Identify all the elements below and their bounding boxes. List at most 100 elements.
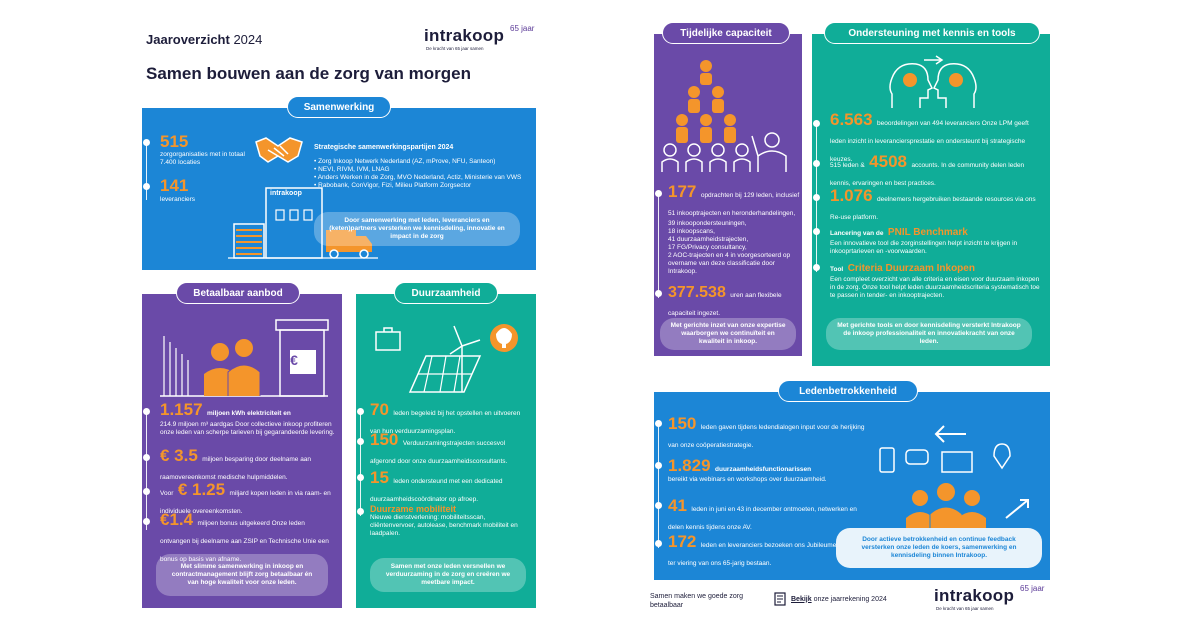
stat-energy: 1.157 miljoen kWh elektriciteit en 214.9…: [160, 400, 335, 437]
document-icon: [774, 592, 786, 606]
timeline-dot: [813, 228, 820, 235]
handshake-icon: [255, 137, 303, 163]
timeline-dot: [357, 508, 364, 515]
timeline-dot: [655, 420, 662, 427]
section-title-ondersteuning: Ondersteuning met kennis en tools: [824, 22, 1040, 44]
euro-sign: €: [290, 352, 298, 368]
logo-jaar: 65 jaar: [1020, 584, 1045, 593]
assignments-list: 39 inkoopondersteuningen, 18 inkoopscans…: [668, 220, 800, 276]
capaciteit-callout: Met gerichte inzet van onze expertise wa…: [660, 318, 796, 350]
stat-plans: 70 leden begeleid bij het opstellen en u…: [370, 400, 530, 438]
stat-reviews-number: 6.563: [830, 110, 873, 129]
logo-tagline: De kracht van 65 jaar samen: [936, 606, 994, 611]
report-year-value: 2024: [233, 32, 263, 47]
stat-purchase: Voor € 1.25 miljard kopen leden in via r…: [160, 480, 335, 518]
timeline-dot: [813, 120, 820, 127]
annual-accounts-link[interactable]: Bekijk onze jaarrekening 2024: [774, 592, 887, 606]
stat-energy-number: 1.157: [160, 400, 203, 419]
stat-officers-title: duurzaamheidsfunctionarissen: [715, 466, 812, 473]
intrakoop-logo-footer: intrakoop 65 jaar De kracht van 65 jaar …: [934, 584, 1052, 616]
tool-criteria-pre: Tool: [830, 266, 844, 273]
solar-wind-icon: [375, 324, 518, 393]
community-feedback-icon: [879, 425, 1029, 541]
timeline-dot: [813, 264, 820, 271]
stat-reuse-number: 1.076: [830, 186, 873, 205]
stat-dialogues-text: leden gaven tijdens ledendialogen input …: [668, 424, 865, 449]
tool-pnil-title: PNIL Benchmark: [887, 227, 968, 238]
partner-item: • Zorg Inkoop Netwerk Nederland (AZ, mPr…: [314, 158, 496, 165]
tool-pnil-pre: Lancering van de: [830, 230, 884, 237]
stat-assignments: 177 opdrachten bij 129 leden, inclusief …: [668, 182, 800, 276]
timeline-dot: [655, 290, 662, 297]
partner-item: • NEVI, RIVM, IVM, LNAG: [314, 166, 390, 173]
stat-suppliers: 141: [160, 176, 189, 195]
panel-ledenbetrokkenheid: Ledenbetrokkenheid 150 leden gaven tijde…: [654, 380, 1050, 580]
tool-criteria: Tool Criteria Duurzaam Inkopen Een compl…: [830, 258, 1042, 300]
timeline-dot: [357, 438, 364, 445]
stat-bonus: €1.4 miljoen bonus uitgekeerd Onze leden…: [160, 510, 335, 566]
stat-mobility: Duurzame mobiliteit Nieuwe dienstverleni…: [370, 504, 530, 538]
stat-accounts-pre: 515 leden &: [830, 162, 865, 169]
logo-word: intrakoop: [934, 586, 1015, 605]
timeline-dot: [813, 194, 820, 201]
stat-hours-number: 377.538: [668, 284, 726, 301]
warehouse-truck-icon: [228, 187, 378, 259]
stat-trajects-number: 150: [370, 430, 399, 449]
stat-plans-text: leden begeleid bij het opstellen en uitv…: [370, 410, 521, 435]
panel-ondersteuning: Ondersteuning met kennis en tools 6.563 …: [812, 22, 1050, 366]
stat-suppliers-text: leveranciers: [160, 196, 196, 203]
stat-mobility-title: Duurzame mobiliteit: [370, 504, 457, 514]
stat-coordinators-number: 15: [370, 468, 389, 487]
stat-reviews-text: beoordelingen van 494 leveranciers Onze …: [830, 120, 1029, 163]
tool-criteria-text: Een compleet overzicht van alle criteria…: [830, 276, 1040, 299]
stat-bonus-text: miljoen bonus uitgekeerd Onze leden ontv…: [160, 520, 329, 563]
assignment-item: 41 duurzaamheidstrajecten,: [668, 236, 749, 243]
timeline-dot: [655, 190, 662, 197]
stat-meetings: 41 leden in juni en 43 in december ontmo…: [668, 496, 868, 534]
heads-lightbulb-icon: [889, 55, 977, 108]
stat-reviews: 6.563 beoordelingen van 494 leveranciers…: [830, 110, 1042, 166]
panel-duurzaamheid: Duurzaamheid 70 leden begeleid bij het o…: [356, 282, 536, 608]
stat-savings: € 3.5 miljoen besparing door deelname aa…: [160, 446, 335, 484]
partners-title: Strategische samenwerkingspartijen 2024: [314, 144, 454, 151]
stat-event-text: leden en leveranciers bezoeken ons Jubil…: [668, 542, 865, 567]
timeline-dot: [357, 474, 364, 481]
stat-assignments-text: opdrachten bij 129 leden, inclusief 51 i…: [668, 192, 800, 217]
timeline-dot: [655, 540, 662, 547]
human-pyramid-icon: [661, 60, 787, 172]
timeline-dot: [655, 502, 662, 509]
logo-tagline: De kracht van 65 jaar samen: [426, 46, 484, 51]
section-title-ledenbetrokkenheid: Ledenbetrokkenheid: [778, 380, 918, 402]
stat-organisations: 515: [160, 132, 189, 151]
timeline-dot: [143, 518, 150, 525]
stat-coordinators: 15 leden ondersteund met een dedicated d…: [370, 468, 530, 506]
timeline-dot: [655, 462, 662, 469]
link-bold[interactable]: Bekijk: [791, 595, 812, 603]
timeline-dot: [143, 139, 150, 146]
logo-word: intrakoop: [424, 26, 505, 45]
timeline-line: [146, 412, 147, 530]
timeline-line: [658, 424, 659, 548]
stat-event: 172 leden en leveranciers bezoeken ons J…: [668, 532, 868, 570]
report-year: Jaaroverzicht 2024: [146, 32, 262, 47]
footer-slogan: Samen maken we goede zorg betaalbaar: [650, 593, 743, 609]
panel-betaalbaar: Betaalbaar aanbod € 1.157 miljoen kWh el…: [142, 282, 342, 608]
ondersteuning-callout: Met gerichte tools en door kennisdeling …: [826, 318, 1032, 350]
stat-coordinators-text: leden ondersteund met een dedicated duur…: [370, 478, 503, 503]
timeline-line: [658, 194, 659, 298]
timeline-line: [146, 142, 147, 200]
stat-accounts-text: accounts. In de community delen leden ke…: [830, 162, 1025, 187]
stat-trajects-text: Verduurzamingstrajecten succesvol afgero…: [370, 440, 508, 465]
stat-bonus-number: €1.4: [160, 510, 194, 529]
stat-officers: 1.829 duurzaamheidsfunctionarissen berei…: [668, 456, 868, 484]
assignment-item: 39 inkoopondersteuningen,: [668, 220, 747, 227]
stat-hours-text: uren aan flexibele capaciteit ingezet.: [668, 292, 782, 317]
link-rest[interactable]: onze jaarrekening 2024: [813, 595, 887, 603]
timeline-dot: [143, 183, 150, 190]
stat-mobility-text: Nieuwe dienstverlening: mobiliteitsscan,…: [370, 514, 518, 537]
partners-list: • Zorg Inkoop Netwerk Nederland (AZ, mPr…: [314, 158, 524, 190]
timeline-dot: [357, 408, 364, 415]
stat-meetings-text: leden in juni en 43 in december ontmoete…: [668, 506, 857, 531]
people-shop-icon: [160, 319, 329, 397]
tool-pnil: Lancering van de PNIL Benchmark Een inno…: [830, 222, 1042, 256]
